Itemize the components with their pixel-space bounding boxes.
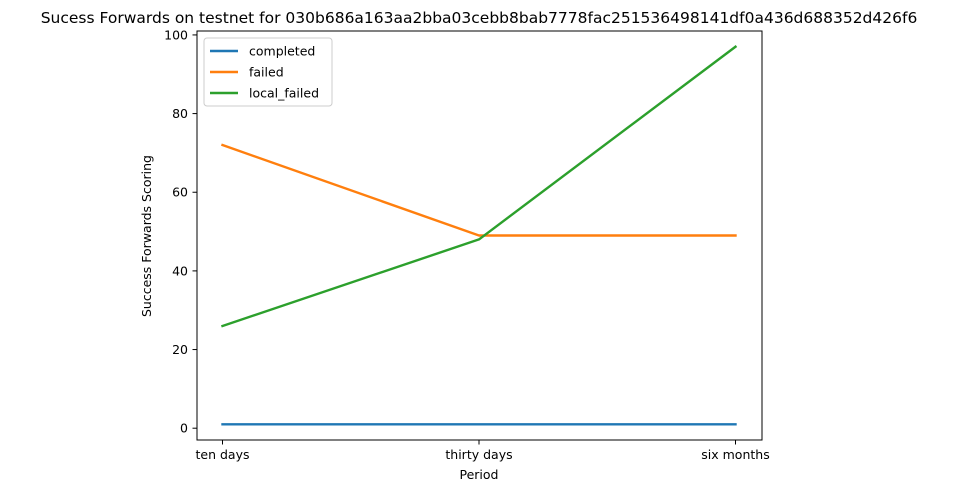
legend: completed failed local_failed (203, 37, 333, 107)
legend-entry-completed: completed (249, 44, 315, 59)
chart-title: Sucess Forwards on testnet for 030b686a1… (41, 9, 918, 27)
x-tick-label: thirty days (445, 447, 512, 462)
y-tick-label: 40 (172, 263, 188, 278)
y-tick-label: 0 (180, 421, 188, 436)
plot-area: ten days thirty days six months 0 20 40 60 80 10… (164, 27, 770, 462)
x-tick-label: six months (701, 447, 769, 462)
x-tick-label: ten days (196, 447, 250, 462)
y-tick-label: 60 (172, 185, 188, 200)
y-tick-label: 100 (164, 27, 188, 42)
y-tick-label: 80 (172, 106, 188, 121)
x-axis-label: Period (460, 467, 499, 482)
legend-entry-failed: failed (249, 65, 284, 80)
series-line-failed (220, 143, 737, 237)
legend-box (203, 37, 333, 107)
series-line-local-failed (220, 45, 738, 328)
legend-entry-local-failed: local_failed (249, 86, 319, 101)
y-axis-label: Success Forwards Scoring (139, 155, 154, 317)
y-tick-label: 20 (172, 342, 188, 357)
